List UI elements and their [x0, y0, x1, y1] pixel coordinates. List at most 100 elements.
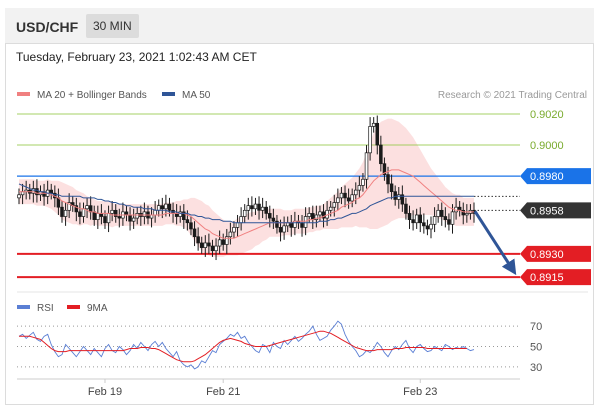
level-label-0-8930: 0.8930: [530, 249, 564, 261]
legend-swatch-ma50: [162, 92, 175, 96]
candle-down: [278, 227, 283, 233]
rsi-9ma-line: [19, 330, 467, 363]
candle-down: [60, 206, 64, 217]
candle-down: [393, 191, 397, 200]
copyright-text: Research © 2021 Trading Central: [438, 90, 587, 101]
candle-up: [260, 206, 265, 211]
candle-down: [289, 222, 294, 228]
candle-up: [465, 213, 469, 216]
candle-down: [221, 239, 225, 245]
candle-down: [425, 225, 430, 230]
x-tick-label: Feb 19: [88, 386, 122, 398]
candle-down: [379, 144, 383, 165]
candle-up: [303, 216, 308, 228]
candle-up: [164, 203, 168, 210]
candle-down: [271, 217, 276, 222]
legend-label-rsi: RSI: [37, 303, 54, 314]
candle-up: [397, 194, 401, 200]
candle-up: [364, 152, 369, 180]
candle-down: [189, 222, 193, 230]
candle-down: [117, 216, 122, 219]
candle-down: [74, 205, 79, 213]
candle-up: [131, 217, 136, 222]
candle-down: [167, 203, 172, 211]
level-label-0-8980: 0.8980: [530, 171, 564, 183]
candle-down: [196, 236, 200, 244]
level-label-0-8915: 0.8915: [530, 272, 564, 284]
level-label-box-0-8980: [520, 168, 591, 185]
level-label-box-0-8958: [520, 202, 591, 219]
legend-swatch-9ma: [67, 305, 80, 309]
candle-down: [300, 222, 304, 228]
legend-label-9ma: 9MA: [87, 303, 108, 314]
candle-up: [357, 185, 362, 191]
candle-up: [106, 213, 111, 224]
candle-up: [307, 213, 311, 217]
candle-up: [228, 231, 233, 238]
candle-up: [318, 211, 322, 216]
candle-up: [156, 205, 161, 211]
candle-up: [285, 222, 290, 227]
candle-up: [239, 216, 243, 224]
candle-up: [242, 209, 247, 217]
candle-up: [153, 209, 157, 216]
candle-up: [232, 227, 236, 233]
candle-down: [103, 216, 107, 224]
candle-down: [268, 213, 272, 219]
candle-up: [339, 192, 344, 199]
rsi-tick-label-30: 30: [530, 362, 542, 374]
level-label-0-9020: 0.9020: [530, 109, 564, 121]
interval-button[interactable]: 30 MIN: [86, 14, 139, 38]
rsi-line: [18, 320, 475, 370]
candle-up: [253, 203, 258, 210]
candle-up: [332, 202, 337, 208]
level-label-0-8958: 0.8958: [530, 205, 564, 217]
rsi-tick-label-50: 50: [530, 342, 542, 354]
bollinger-band-area: [19, 118, 474, 257]
ma20-line: [19, 169, 474, 239]
candle-down: [400, 194, 405, 205]
candle-down: [343, 192, 347, 199]
candle-down: [113, 209, 118, 217]
candle-down: [182, 211, 186, 220]
candle-up: [436, 209, 440, 217]
candle-up: [203, 242, 208, 248]
level-label-box-0-8930: [520, 245, 591, 262]
x-tick-label: Feb 23: [403, 386, 437, 398]
candle-up: [85, 205, 89, 210]
candle-up: [235, 222, 240, 228]
candle-down: [422, 222, 426, 227]
candle-down: [321, 211, 326, 219]
candle-up: [178, 211, 182, 217]
candle-up: [63, 209, 68, 217]
candle-down: [35, 188, 39, 196]
candle-up: [350, 194, 354, 202]
widget-header: USD/CHF 30 MIN: [5, 8, 594, 44]
candle-up: [246, 205, 251, 211]
candle-up: [225, 236, 229, 245]
candle-up: [110, 209, 114, 214]
candle-up: [282, 225, 286, 233]
candle-up: [217, 239, 222, 247]
candle-down: [389, 183, 394, 193]
candle-up: [314, 214, 319, 220]
candle-up: [81, 208, 86, 217]
candle-up: [135, 213, 139, 219]
legend-swatch-ma20: [17, 92, 30, 96]
legend-label-ma50: MA 50: [182, 90, 211, 101]
candle-down: [447, 219, 451, 225]
candle-down: [404, 203, 408, 214]
candle-down: [386, 174, 390, 185]
candle-up: [336, 197, 340, 203]
candle-down: [418, 214, 423, 224]
candle-up: [450, 211, 455, 225]
candle-down: [407, 213, 412, 220]
symbol-title: USD/CHF: [16, 19, 79, 35]
candle-up: [67, 202, 71, 211]
candle-down: [257, 203, 261, 211]
candle-up: [414, 214, 419, 224]
rsi-tick-label-70: 70: [530, 321, 542, 333]
ma50-line: [18, 183, 474, 224]
candle-down: [461, 209, 466, 216]
candle-down: [443, 216, 448, 220]
